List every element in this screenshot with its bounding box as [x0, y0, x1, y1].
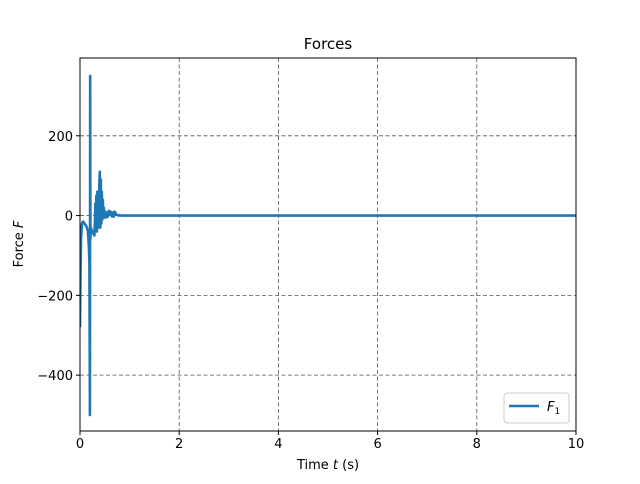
- y-axis-label: Force F: [12, 220, 27, 267]
- chart-title: Forces: [304, 35, 353, 53]
- x-axis-label-suffix: (s): [338, 458, 359, 473]
- y-axis-label-prefix: Force: [12, 228, 27, 267]
- x-tick-label: 4: [274, 437, 282, 452]
- series-line-f1: [80, 74, 576, 417]
- legend-label-subscript: 1: [554, 407, 560, 417]
- x-tick-label: 8: [473, 437, 481, 452]
- legend-box: [503, 392, 570, 424]
- legend-label-f1: F1: [547, 400, 560, 417]
- y-axis-ticks: −400 −200 0 200: [37, 130, 80, 384]
- y-tick-label: −400: [37, 369, 73, 384]
- x-axis-label-prefix: Time: [296, 458, 333, 473]
- x-tick-label: 2: [175, 437, 183, 452]
- x-tick-label: 10: [568, 437, 585, 452]
- x-axis-ticks: 0 2 4 6 8 10: [76, 431, 584, 452]
- series-layer: [80, 74, 576, 417]
- x-tick-label: 0: [76, 437, 84, 452]
- plot-frame: [79, 57, 577, 432]
- y-tick-label: −200: [37, 289, 73, 304]
- x-axis-label: Time t (s): [296, 458, 359, 473]
- legend: F1: [503, 392, 570, 424]
- x-tick-label: 6: [373, 437, 381, 452]
- y-tick-label: 0: [65, 210, 73, 225]
- y-tick-label: 200: [48, 130, 73, 145]
- y-axis-label-variable: F: [12, 220, 27, 228]
- legend-label-base: F: [547, 400, 555, 415]
- x-axis-label-variable: t: [333, 458, 339, 473]
